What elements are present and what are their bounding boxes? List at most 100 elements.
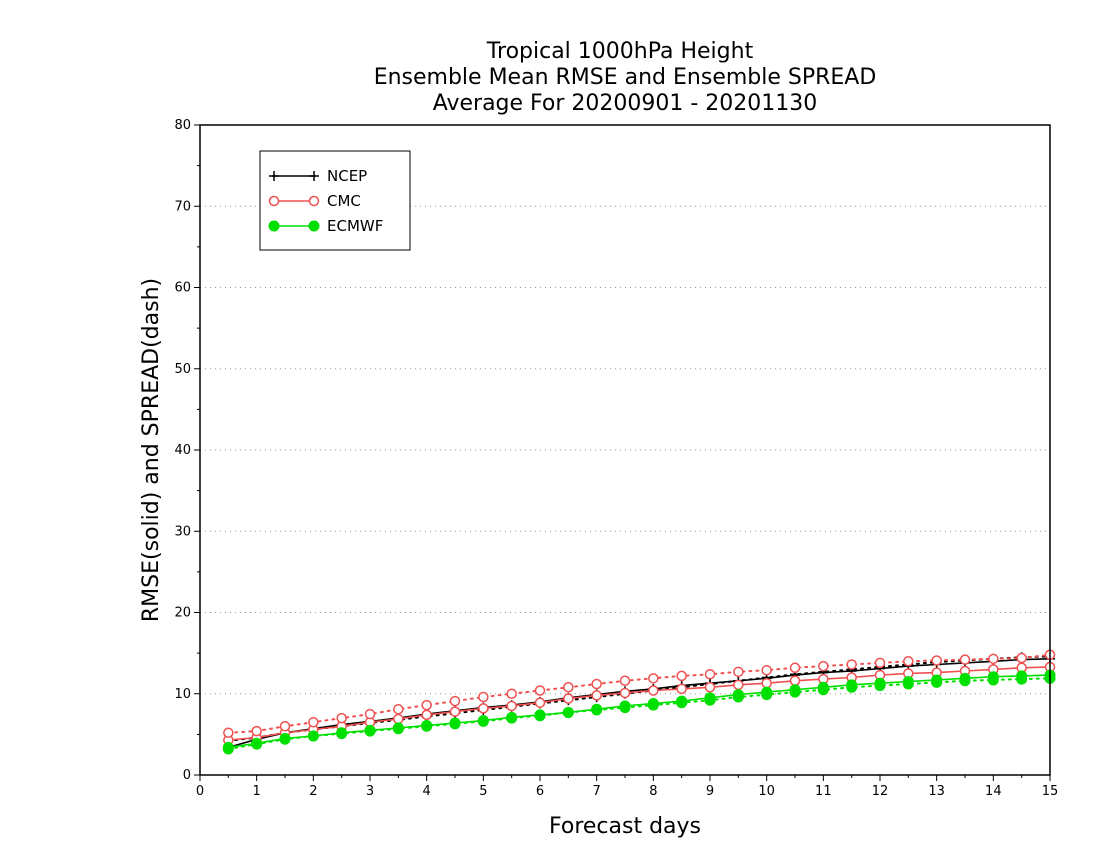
title-line-1: Tropical 1000hPa Height [486, 39, 754, 64]
series-ecmwf-spread-point [931, 676, 943, 688]
series-ecmwf-spread-point [761, 689, 773, 701]
x-tick-label: 5 [479, 784, 487, 799]
y-tick-label: 10 [174, 687, 191, 702]
series-ecmwf-spread-point [392, 723, 404, 735]
series-cmc-spread-point [421, 699, 432, 711]
series-cmc-rmse-point [591, 690, 602, 701]
x-tick-label: 12 [872, 784, 889, 799]
series-cmc-spread-point [676, 670, 687, 682]
title-line-3: Average For 20200901 - 20201130 [433, 91, 818, 116]
series-cmc-spread-point [393, 703, 404, 715]
series-cmc-spread-point [534, 685, 546, 696]
x-tick-label: 8 [649, 784, 657, 799]
series-ecmwf-spread-point [307, 730, 319, 742]
series-ecmwf-spread-point [506, 712, 518, 724]
legend-item-cmc: CMC [268, 192, 361, 210]
series-cmc-rmse-point [619, 687, 631, 699]
series-cmc-spread-point [818, 660, 829, 672]
legend-label-ncep: NCEP [327, 167, 367, 185]
series-ecmwf-spread-point [846, 681, 858, 693]
y-tick-label: 80 [174, 118, 191, 133]
series-cmc-rmse-point [478, 703, 489, 714]
series-cmc-rmse-point [761, 677, 772, 689]
series-cmc-rmse-point [449, 706, 461, 717]
series-ecmwf-spread-point [534, 710, 546, 722]
series-ecmwf-spread-point [619, 702, 631, 714]
series-ecmwf-spread-point [449, 718, 461, 730]
series-cmc-spread-point [251, 725, 262, 737]
series-cmc-rmse-point [733, 679, 744, 691]
series-ecmwf-spread-point [279, 733, 291, 745]
series-ecmwf-spread-point [704, 694, 716, 706]
x-tick-label: 1 [253, 784, 261, 799]
series-ecmwf-spread-point [336, 728, 348, 740]
series-cmc-spread-point [478, 691, 489, 703]
title-line-2: Ensemble Mean RMSE and Ensemble SPREAD [374, 65, 877, 90]
series-cmc-spread-point [733, 666, 744, 678]
series-cmc-spread-point [336, 712, 347, 724]
x-tick-label: 6 [536, 784, 544, 799]
series-cmc-spread-point [449, 695, 461, 707]
legend-marker [268, 220, 280, 232]
series-ecmwf-spread-point [959, 675, 971, 687]
legend-marker [309, 171, 319, 181]
series-cmc-spread-point [619, 675, 631, 686]
series-cmc-rmse-point [704, 682, 716, 693]
series-cmc-rmse-point [648, 685, 659, 696]
chart-title: Tropical 1000hPa Height Ensemble Mean RM… [374, 39, 877, 116]
x-tick-label: 11 [815, 784, 832, 799]
series-cmc-spread-point [959, 654, 971, 665]
y-tick-label: 70 [174, 199, 191, 214]
series-cmc-spread-point [563, 682, 574, 693]
x-tick-label: 9 [706, 784, 714, 799]
x-tick-label: 14 [985, 784, 1002, 799]
series-ncep-spread-line [227, 655, 1051, 742]
y-axis-label: RMSE(solid) and SPREAD(dash) [139, 278, 164, 622]
y-tick-label: 40 [174, 443, 191, 458]
series-cmc-spread-point [874, 657, 886, 669]
series-ecmwf-spread-point [421, 720, 433, 732]
series-cmc-spread-point [931, 655, 942, 666]
x-tick-label: 7 [593, 784, 601, 799]
series-cmc-rmse-point [393, 713, 404, 725]
series-cmc-rmse-point [506, 700, 517, 712]
legend-marker [308, 220, 320, 232]
series-cmc-spread-point [846, 659, 857, 670]
series-layer [222, 649, 1056, 755]
x-tick-label: 4 [423, 784, 431, 799]
series-ecmwf-spread-point [902, 678, 914, 690]
series-cmc-rmse-point [563, 693, 574, 704]
x-tick-label: 15 [1042, 784, 1059, 799]
series-cmc-spread-point [591, 678, 602, 690]
legend-marker [269, 171, 279, 181]
series-ecmwf-spread-point [562, 706, 574, 718]
series-ecmwf-spread-point [591, 704, 603, 716]
series-cmc-spread-point [506, 688, 517, 699]
series-cmc-spread-point [308, 716, 319, 728]
series-cmc-spread-point [903, 656, 914, 667]
series-cmc-spread-point [364, 708, 376, 720]
x-tick-label: 13 [928, 784, 945, 799]
series-ecmwf-rmse-line [228, 674, 1051, 749]
y-tick-label: 30 [174, 524, 191, 539]
legend-marker [268, 195, 280, 207]
series-cmc-rmse-point [534, 697, 546, 708]
y-tick-label: 50 [174, 362, 191, 377]
series-ecmwf [222, 669, 1056, 755]
legend-label-cmc: CMC [327, 192, 361, 210]
series-cmc-rmse-point [789, 675, 801, 686]
series-ecmwf-spread-point [676, 697, 688, 709]
series-cmc-spread-point [761, 664, 772, 676]
series-ecmwf-spread-point [987, 674, 999, 686]
series-ecmwf-spread-point [251, 738, 263, 750]
series-cmc-spread-point [1016, 652, 1027, 664]
series-ecmwf-spread-point [222, 743, 234, 755]
x-tick-label: 0 [196, 784, 204, 799]
legend-marker [308, 195, 320, 207]
series-cmc-spread-point [648, 673, 659, 684]
legend-item-ncep: NCEP [269, 167, 367, 185]
grid [200, 205, 1050, 695]
series-ncep [223, 651, 1055, 753]
series-cmc-spread-point [988, 653, 999, 665]
series-ecmwf-spread-point [874, 680, 886, 692]
